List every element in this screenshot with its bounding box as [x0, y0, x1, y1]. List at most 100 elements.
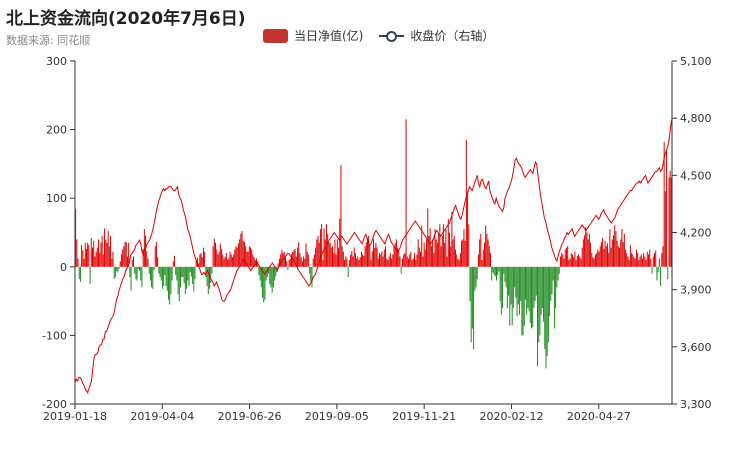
- net-flow-bar: [544, 266, 546, 350]
- net-flow-bar: [537, 266, 539, 367]
- net-flow-bar: [398, 249, 400, 267]
- net-flow-bar: [546, 266, 548, 356]
- net-flow-bar: [125, 242, 127, 267]
- net-flow-bar: [322, 259, 324, 267]
- right-y-tick-label: 3,600: [680, 341, 712, 354]
- net-flow-bar: [200, 253, 202, 267]
- right-y-tick-label: 4,500: [680, 169, 712, 182]
- net-flow-bar: [591, 253, 593, 267]
- net-flow-bar: [360, 251, 362, 267]
- net-flow-bar: [397, 247, 399, 267]
- net-flow-bar: [473, 266, 475, 350]
- net-flow-bar: [149, 266, 151, 281]
- net-flow-bar: [259, 266, 261, 281]
- net-flow-bar: [113, 266, 115, 280]
- net-flow-bar: [480, 233, 482, 267]
- net-flow-bar: [429, 228, 431, 267]
- legend-line-label[interactable]: 收盘价（右轴）: [410, 29, 495, 43]
- net-flow-bar: [271, 266, 273, 293]
- net-flow-bar: [644, 256, 646, 267]
- x-tick-label: 2019-06-26: [218, 410, 282, 423]
- net-flow-bar: [394, 242, 396, 267]
- net-flow-bar: [101, 235, 103, 267]
- net-flow-bar: [655, 250, 657, 267]
- legend-line-swatch[interactable]: [379, 29, 405, 43]
- net-flow-bar: [266, 266, 268, 278]
- net-flow-bar: [94, 256, 96, 267]
- net-flow-bar: [470, 266, 472, 343]
- net-flow-bar: [582, 239, 584, 267]
- legend: 当日净值(亿) 收盘价（右轴）: [263, 27, 494, 44]
- net-flow-bar: [647, 254, 649, 267]
- net-flow-bar: [303, 256, 305, 267]
- net-flow-bar: [628, 259, 630, 267]
- net-flow-bar: [243, 242, 245, 267]
- net-flow-bar: [534, 266, 536, 302]
- net-flow-bar: [375, 242, 377, 267]
- net-flow-bar: [578, 254, 580, 267]
- net-flow-bar: [90, 237, 92, 267]
- net-flow-bar: [457, 258, 459, 267]
- net-flow-bar: [196, 257, 198, 267]
- net-flow-bar: [362, 254, 364, 267]
- net-flow-bar: [135, 266, 137, 280]
- net-flow-bar: [251, 249, 253, 267]
- net-flow-bar: [345, 256, 347, 267]
- net-flow-bar: [377, 258, 379, 267]
- net-flow-bar: [442, 224, 444, 267]
- net-flow-bar: [406, 256, 408, 267]
- net-flow-bar: [392, 254, 394, 267]
- net-flow-bar: [389, 253, 391, 267]
- net-flow-bar: [555, 266, 557, 308]
- net-flow-bar: [221, 248, 223, 267]
- net-flow-bar: [85, 248, 87, 267]
- net-flow-bar: [98, 239, 100, 267]
- net-flow-bar: [532, 266, 534, 328]
- left-y-tick-label: 200: [46, 124, 67, 137]
- net-flow-bar: [187, 266, 189, 281]
- x-tick-label: 2019-09-05: [305, 410, 369, 423]
- net-flow-bar: [136, 266, 138, 281]
- net-flow-bar: [193, 266, 195, 292]
- net-flow-bar: [379, 253, 381, 267]
- net-flow-bar: [388, 256, 390, 267]
- legend-bar-label[interactable]: 当日净值(亿): [294, 29, 364, 43]
- net-flow-bar: [446, 256, 448, 267]
- net-flow-bar: [506, 266, 508, 308]
- net-flow-bar: [171, 266, 173, 281]
- net-flow-bar: [151, 266, 153, 288]
- right-y-tick-label: 5,100: [680, 55, 712, 68]
- net-flow-bar: [78, 266, 80, 280]
- net-flow-bar: [520, 266, 522, 302]
- net-flow-bar: [574, 251, 576, 267]
- net-flow-bar: [445, 229, 447, 267]
- net-flow-bar: [427, 208, 429, 267]
- net-flow-bar: [543, 266, 545, 322]
- net-flow-bar: [157, 257, 159, 267]
- net-flow-bar: [645, 259, 647, 267]
- net-flow-bar: [498, 266, 500, 272]
- net-flow-bar: [485, 225, 487, 267]
- net-flow-bar: [556, 266, 558, 288]
- x-tick-label: 2020-04-27: [567, 410, 631, 423]
- net-flow-bar: [516, 266, 518, 317]
- net-flow-bar: [234, 249, 236, 267]
- net-flow-bar: [569, 258, 571, 267]
- net-flow-bar: [289, 258, 291, 267]
- net-flow-bar: [417, 239, 419, 267]
- legend-bar-swatch[interactable]: [263, 28, 288, 43]
- net-flow-bar: [610, 247, 612, 267]
- net-flow-bar: [461, 240, 463, 267]
- net-flow-bar: [535, 266, 537, 296]
- net-flow-bar: [114, 266, 116, 278]
- net-flow-bar: [248, 246, 250, 267]
- net-flow-bar: [227, 259, 229, 267]
- net-flow-bar: [128, 242, 130, 267]
- net-flow-bar: [278, 258, 280, 267]
- net-flow-bar: [223, 258, 225, 267]
- net-flow-bar: [167, 266, 169, 300]
- net-flow-bar: [620, 239, 622, 267]
- net-flow-bar: [640, 254, 642, 267]
- net-flow-bar: [172, 261, 174, 267]
- net-flow-bar: [447, 218, 449, 267]
